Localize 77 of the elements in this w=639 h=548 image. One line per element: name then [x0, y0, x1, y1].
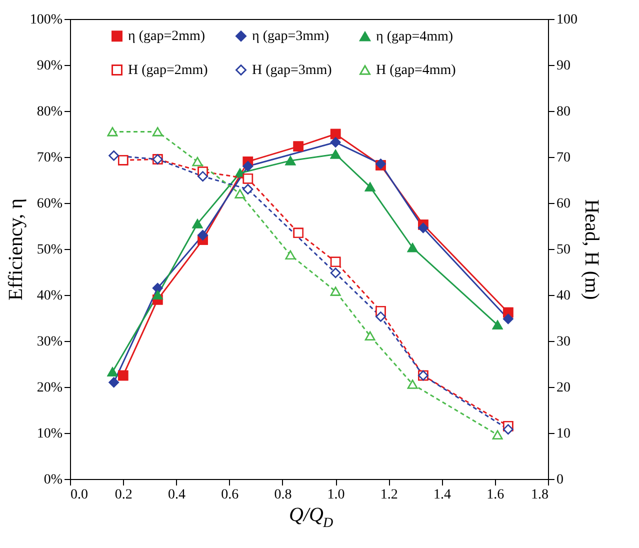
point — [234, 189, 246, 198]
point — [376, 312, 386, 322]
x-tick-label: 1.4 — [434, 488, 452, 502]
y2-tick-label: 20 — [556, 380, 570, 396]
y2-tick-label: 50 — [556, 242, 570, 258]
point — [118, 370, 128, 381]
x-tick-label: 1.2 — [380, 488, 398, 502]
point — [108, 377, 119, 388]
y-tick-label: 0% — [44, 472, 63, 488]
x-tick-label: 0.6 — [221, 488, 239, 502]
y2-tick-label: 60 — [556, 196, 570, 212]
point — [503, 314, 514, 324]
legend-label: η (gap=4mm) — [376, 29, 454, 44]
x-tick-label: 0.8 — [274, 488, 292, 502]
point — [330, 128, 341, 140]
point — [330, 137, 341, 148]
y-tick-label: 30% — [36, 334, 63, 350]
point — [492, 320, 503, 330]
point — [118, 155, 128, 166]
y-tick-label: 100% — [30, 12, 63, 28]
y-tick-label: 20% — [36, 380, 63, 396]
y2-tick-label: 100 — [556, 12, 578, 28]
y-tick-label: 10% — [36, 426, 63, 442]
point — [192, 157, 203, 166]
y-axis-title: Efficiency, η — [4, 198, 27, 301]
x-tick-label: 1.6 — [486, 488, 504, 502]
legend-label: H (gap=2mm) — [128, 63, 208, 78]
y-tick-label: 80% — [36, 104, 63, 120]
point — [330, 268, 341, 278]
point — [330, 256, 341, 267]
y-tick-label: 90% — [36, 58, 63, 74]
point — [293, 228, 304, 238]
point — [152, 127, 163, 136]
point — [152, 282, 163, 294]
point — [198, 230, 208, 240]
point — [192, 219, 203, 228]
point — [242, 184, 254, 194]
legend-label: η (gap=2mm) — [128, 29, 206, 44]
point — [107, 127, 118, 136]
legend-label: η (gap=3mm) — [252, 29, 330, 44]
y2-tick-label: 70 — [556, 150, 570, 166]
point — [108, 150, 119, 161]
point — [364, 182, 376, 192]
point — [285, 250, 296, 260]
y2-tick-label: 40 — [556, 288, 570, 304]
point — [242, 161, 254, 172]
point — [285, 156, 296, 166]
x-tick-label: 0.2 — [114, 488, 132, 502]
x-tick-label: 1.0 — [327, 488, 345, 502]
point — [152, 290, 163, 300]
point — [407, 380, 418, 389]
y-tick-label: 50% — [36, 242, 63, 258]
point — [407, 243, 418, 252]
x-tick-label: 0.0 — [70, 488, 88, 502]
point — [418, 222, 428, 233]
point — [107, 367, 118, 376]
x-tick-label: 1.8 — [531, 488, 548, 502]
y2-tick-label: 10 — [556, 426, 570, 442]
y2-tick-label: 30 — [556, 334, 570, 350]
point — [364, 331, 376, 340]
y2-tick-label: 80 — [556, 104, 570, 120]
point — [330, 150, 341, 159]
y2-tick-label: 90 — [556, 58, 570, 74]
point — [492, 430, 503, 440]
y2-tick-label: 0 — [556, 472, 564, 488]
point — [242, 174, 254, 184]
point — [293, 141, 304, 152]
y-tick-label: 70% — [36, 150, 63, 166]
x-tick-label: 0.4 — [168, 488, 186, 502]
y2-axis-title: Head, H (m) — [580, 199, 602, 300]
point — [330, 286, 341, 296]
point — [198, 171, 208, 182]
legend-label: H (gap=4mm) — [376, 63, 456, 78]
y-tick-label: 60% — [36, 196, 63, 212]
y-tick-label: 40% — [36, 288, 63, 304]
legend-label: H (gap=3mm) — [252, 63, 332, 78]
point — [503, 424, 514, 434]
